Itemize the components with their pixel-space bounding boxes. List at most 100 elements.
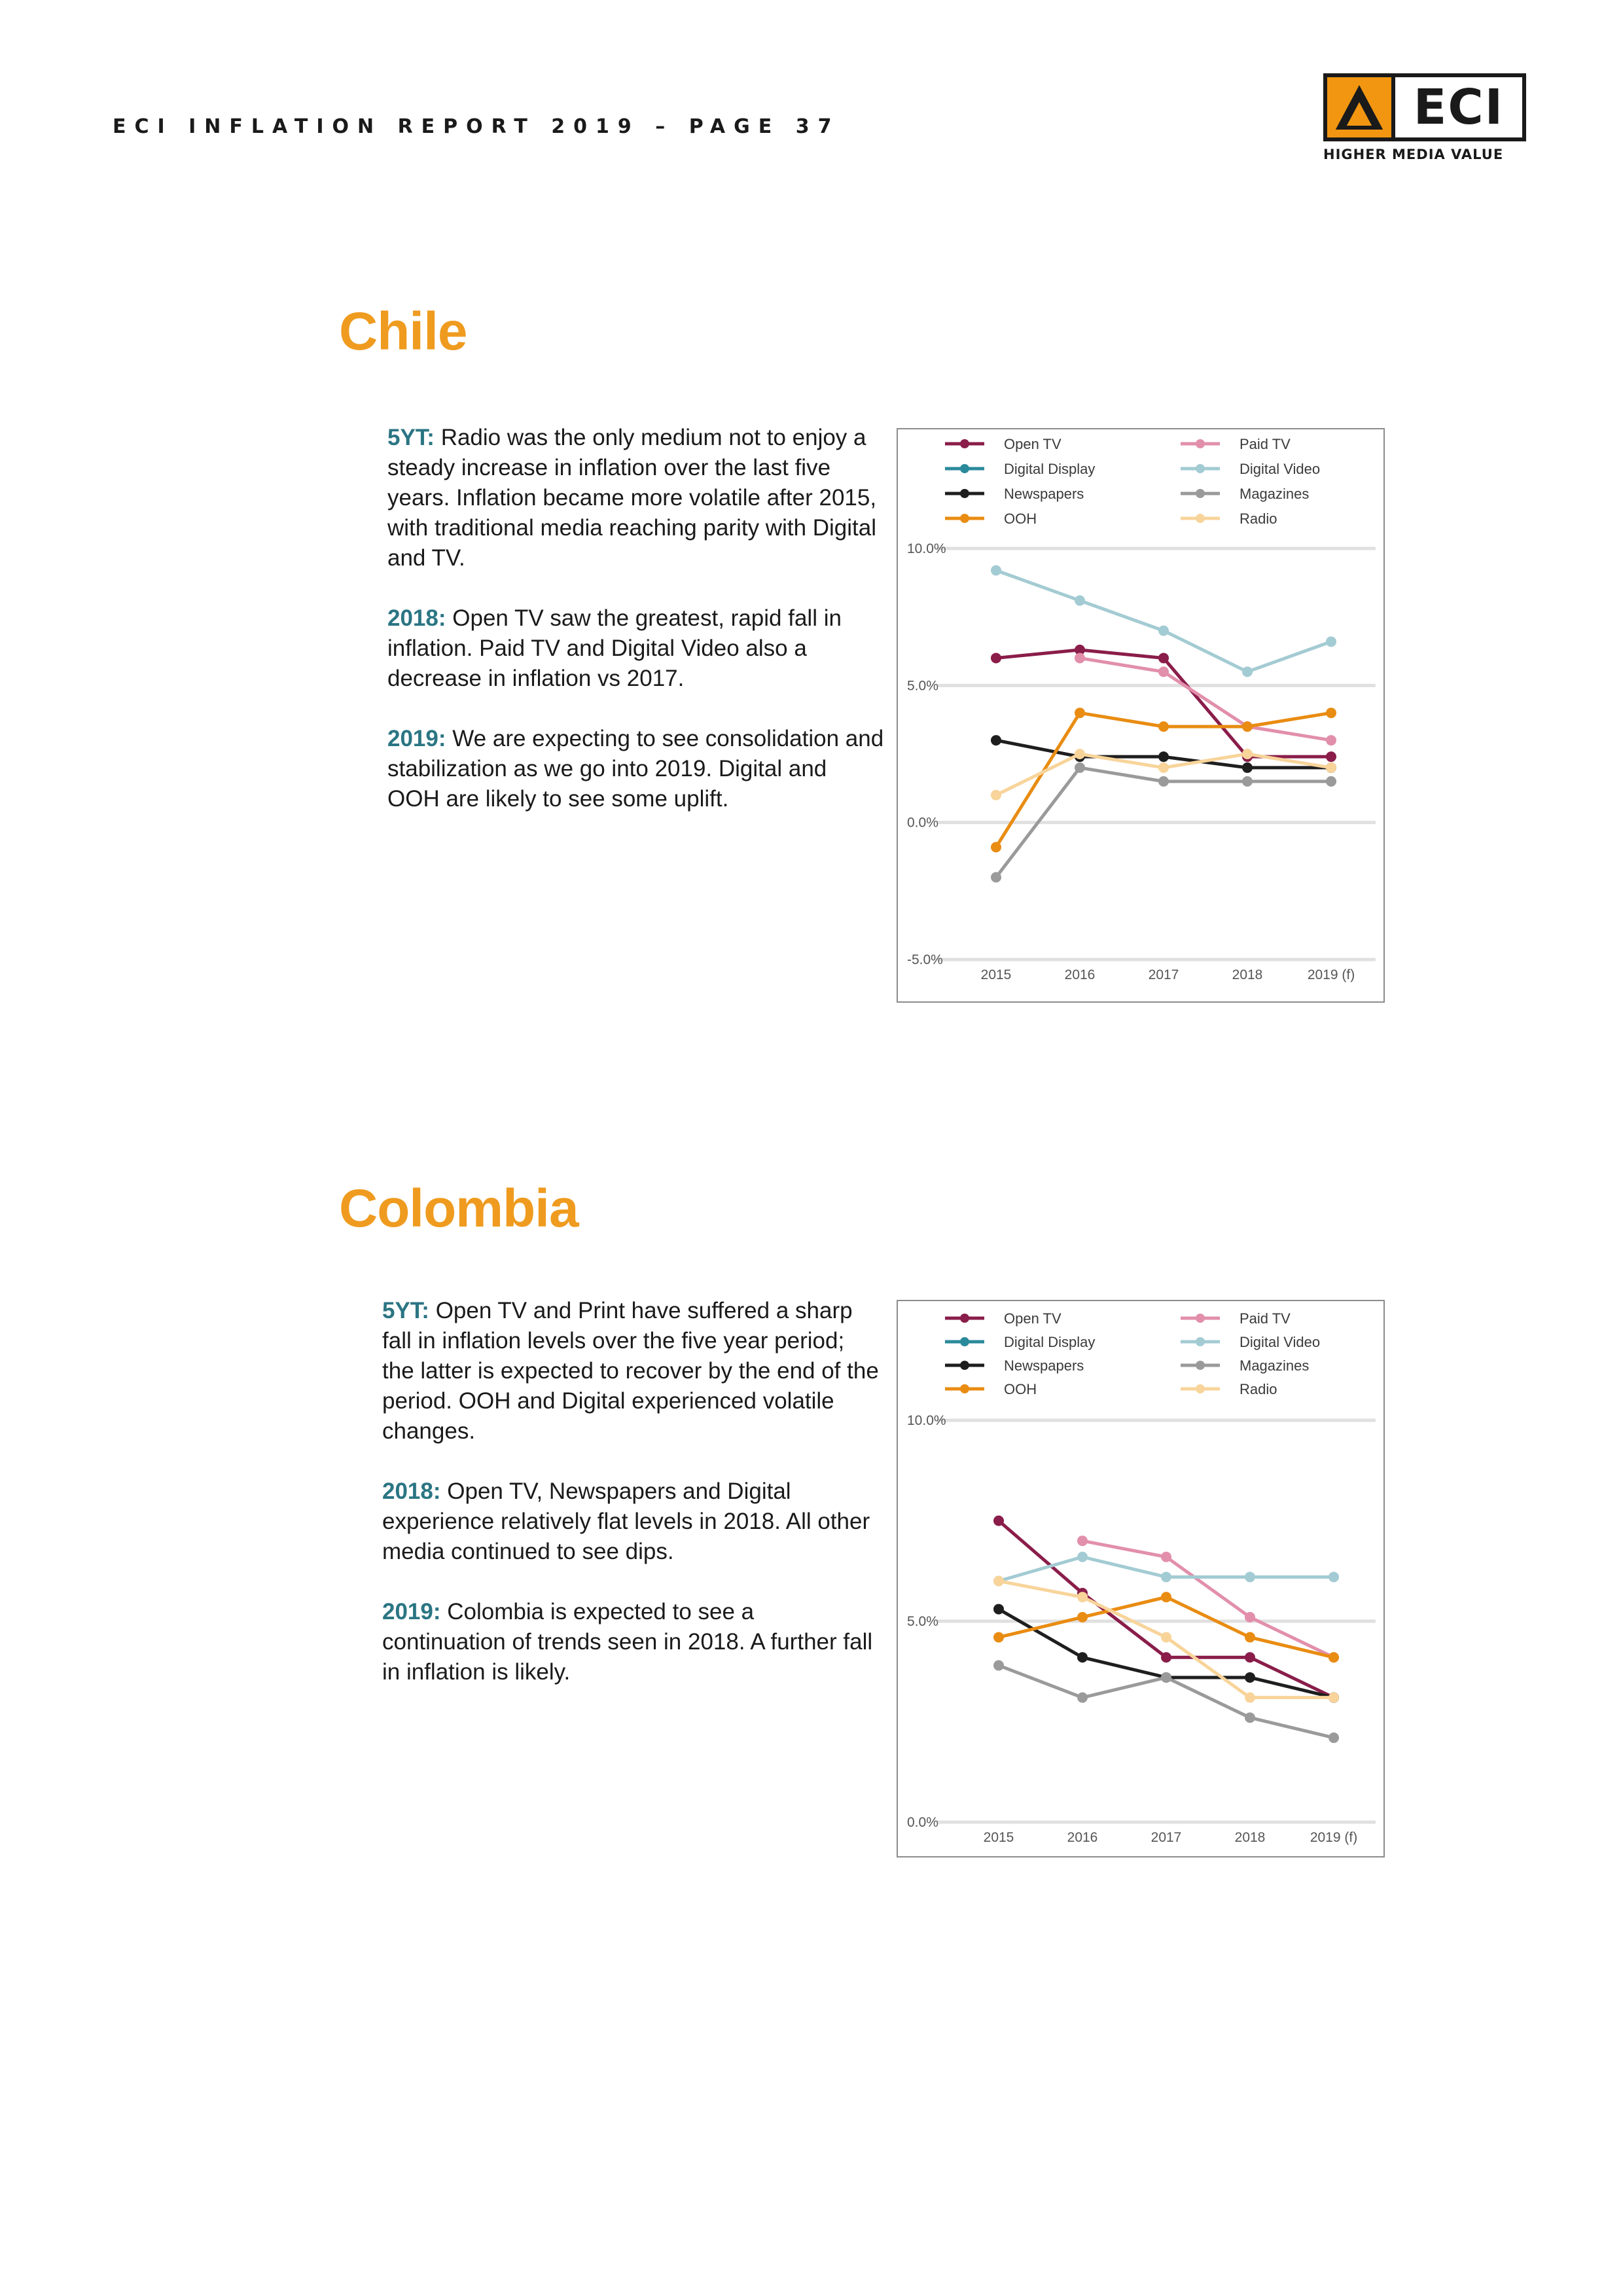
logo-wordmark: ECI xyxy=(1413,79,1505,135)
chile-chart-frame: 10.0% 5.0% 0.0% -5.0% 2015 2016 2017 2018 2019 (… xyxy=(897,428,1385,1003)
paragraph-text: Open TV, Newspapers and Digital experien… xyxy=(382,1479,870,1564)
logo-box: ECI xyxy=(1323,73,1526,141)
legend-label-radio: Radio xyxy=(1240,1381,1277,1397)
chile-paragraph-5yt: 5YT: Radio was the only medium not to en… xyxy=(387,423,885,573)
data-point-paid-tv xyxy=(1326,735,1336,746)
data-point-radio xyxy=(993,1575,1004,1587)
legend-label-magazines: Magazines xyxy=(1240,1357,1309,1374)
data-point-radio xyxy=(1161,1632,1171,1643)
data-point-magazines xyxy=(993,1660,1004,1671)
legend-marker-open-tv xyxy=(960,439,969,448)
legend-marker-digital-video xyxy=(1196,464,1205,473)
paragraph-label: 2019: xyxy=(382,1599,441,1624)
data-point-magazines xyxy=(1161,1672,1171,1683)
data-point-digital-video xyxy=(1329,1571,1339,1583)
data-point-radio xyxy=(991,789,1001,800)
colombia-paragraph-2019: 2019: Colombia is expected to see a cont… xyxy=(382,1597,880,1687)
legend-label-newspapers: Newspapers xyxy=(1004,1357,1084,1374)
paragraph-label: 2018: xyxy=(382,1479,441,1504)
data-point-paid-tv xyxy=(1158,666,1169,677)
data-point-newspapers xyxy=(1242,762,1253,773)
data-point-magazines xyxy=(1245,1712,1255,1723)
chile-paragraph-2018: 2018: Open TV saw the greatest, rapid fa… xyxy=(387,603,885,694)
data-point-newspapers xyxy=(993,1604,1004,1615)
data-point-open-tv xyxy=(1161,1652,1171,1663)
data-point-newspapers xyxy=(1158,751,1169,762)
data-point-digital-video xyxy=(1242,666,1253,677)
data-point-radio xyxy=(1077,1592,1088,1603)
legend-label-magazines: Magazines xyxy=(1240,486,1309,502)
colombia-inflation-chart: 10.0% 5.0% 0.0% 2015 2016 2017 2018 2019 (f) Ope… xyxy=(907,1310,1376,1845)
legend-label-paid-tv: Paid TV xyxy=(1240,436,1291,452)
y-tick-label: 10.0% xyxy=(907,1413,946,1428)
data-point-magazines xyxy=(1329,1732,1339,1744)
data-point-radio xyxy=(1075,749,1085,759)
data-point-magazines xyxy=(991,872,1001,883)
legend-label-digital-display: Digital Display xyxy=(1004,461,1095,477)
data-point-open-tv xyxy=(1326,751,1336,762)
legend-label-open-tv: Open TV xyxy=(1004,436,1061,452)
paragraph-label: 5YT: xyxy=(382,1298,429,1323)
x-tick-label: 2019 (f) xyxy=(1308,967,1355,982)
legend-label-ooh: OOH xyxy=(1004,511,1037,527)
chile-commentary: 5YT: Radio was the only medium not to en… xyxy=(387,423,885,844)
data-point-newspapers xyxy=(1077,1652,1088,1663)
data-point-digital-video xyxy=(1326,636,1336,647)
legend-marker-digital-display xyxy=(960,464,969,473)
series-line-paid-tv xyxy=(1079,656,1332,742)
data-point-open-tv xyxy=(1075,644,1085,655)
legend-label-radio: Radio xyxy=(1240,511,1277,527)
data-point-magazines xyxy=(1077,1692,1088,1703)
legend-label-digital-video: Digital Video xyxy=(1240,461,1320,477)
data-point-digital-video xyxy=(1158,625,1169,636)
y-tick-label: 5.0% xyxy=(907,678,938,693)
y-tick-label: 0.0% xyxy=(907,816,938,831)
x-tick-label: 2017 xyxy=(1149,967,1179,982)
data-point-radio xyxy=(1242,749,1253,759)
data-point-radio xyxy=(1245,1692,1255,1703)
data-point-ooh xyxy=(1158,721,1169,732)
legend-marker-paid-tv xyxy=(1196,439,1205,448)
data-point-ooh xyxy=(1075,708,1085,719)
x-tick-label: 2019 (f) xyxy=(1310,1830,1357,1845)
data-point-magazines xyxy=(1242,776,1253,787)
logo-tagline: HIGHER MEDIA VALUE xyxy=(1323,147,1504,162)
data-point-open-tv xyxy=(991,653,1001,664)
x-tick-label: 2016 xyxy=(1065,967,1096,982)
legend-marker-radio xyxy=(1196,1384,1205,1393)
legend-marker-magazines xyxy=(1196,1361,1205,1370)
colombia-chart-frame: 10.0% 5.0% 0.0% 2015 2016 2017 2018 2019 (f) Ope… xyxy=(897,1300,1385,1857)
data-point-paid-tv xyxy=(1245,1611,1255,1623)
section-title-chile: Chile xyxy=(339,302,467,361)
series-line-open-tv xyxy=(997,1519,1335,1699)
data-point-ooh xyxy=(993,1632,1004,1643)
data-point-magazines xyxy=(1326,776,1336,787)
data-point-ooh xyxy=(1242,721,1253,732)
page-header: ECI INFLATION REPORT 2019 – PAGE 37 xyxy=(113,115,840,138)
legend-marker-ooh xyxy=(960,514,969,523)
colombia-commentary: 5YT: Open TV and Print have suffered a s… xyxy=(382,1296,880,1717)
chile-inflation-chart: 10.0% 5.0% 0.0% -5.0% 2015 2016 2017 2018 2019 (… xyxy=(907,436,1376,982)
colombia-paragraph-2018: 2018: Open TV, Newspapers and Digital ex… xyxy=(382,1477,880,1567)
data-point-digital-video xyxy=(991,565,1001,576)
series-line-open-tv xyxy=(995,648,1331,759)
x-tick-label: 2017 xyxy=(1151,1830,1182,1845)
paragraph-text: Open TV and Print have suffered a sharp … xyxy=(382,1298,879,1444)
data-point-digital-video xyxy=(1077,1551,1088,1562)
data-point-paid-tv xyxy=(1161,1551,1171,1562)
section-title-colombia: Colombia xyxy=(339,1179,579,1238)
x-tick-label: 2018 xyxy=(1232,967,1263,982)
data-point-radio xyxy=(1326,762,1336,773)
legend-label-paid-tv: Paid TV xyxy=(1240,1310,1291,1327)
x-tick-label: 2016 xyxy=(1067,1830,1098,1845)
y-tick-label: 0.0% xyxy=(907,1815,938,1830)
paragraph-label: 5YT: xyxy=(387,425,435,450)
paragraph-text: Colombia is expected to see a continuati… xyxy=(382,1599,873,1685)
data-point-ooh xyxy=(1329,1652,1339,1663)
legend-label-open-tv: Open TV xyxy=(1004,1310,1061,1327)
data-point-newspapers xyxy=(991,735,1001,746)
eci-logo: ECI HIGHER MEDIA VALUE xyxy=(1323,73,1531,162)
paragraph-label: 2018: xyxy=(387,605,446,631)
data-point-ooh xyxy=(991,842,1001,853)
data-point-paid-tv xyxy=(1075,653,1085,664)
